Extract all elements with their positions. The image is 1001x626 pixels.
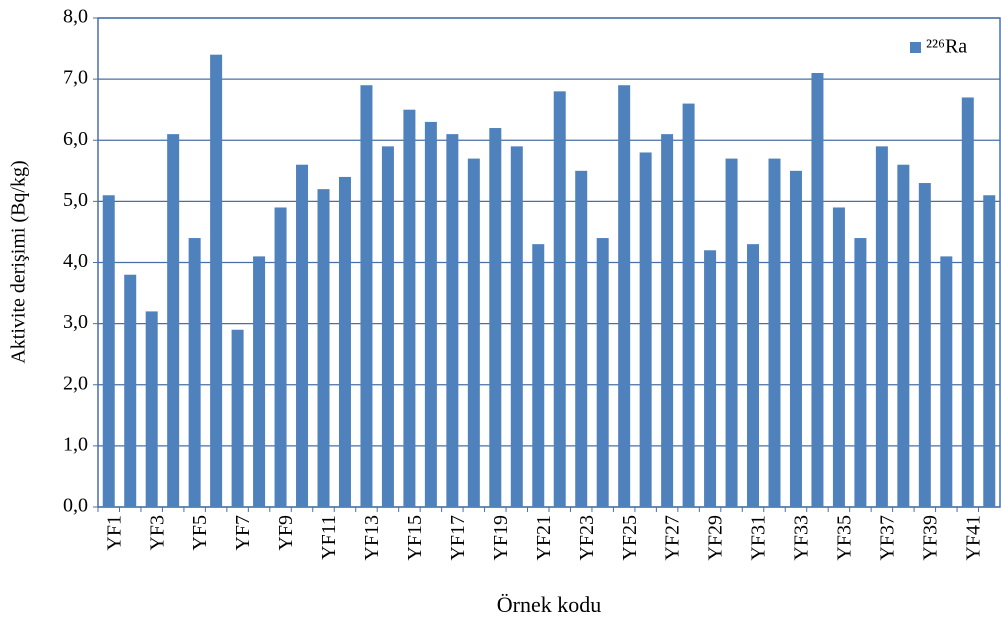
bar <box>553 91 566 507</box>
bar <box>231 329 244 507</box>
bar <box>661 134 674 507</box>
bar <box>854 238 867 508</box>
bar <box>897 164 910 507</box>
bar <box>747 244 760 507</box>
bar <box>811 73 824 507</box>
bar <box>639 152 652 507</box>
bar <box>596 238 609 508</box>
y-tick-label: 7,0 <box>63 67 88 89</box>
legend-label: ²²⁶Ra <box>926 36 967 58</box>
bar <box>124 274 137 507</box>
bar <box>875 146 888 508</box>
bar <box>575 170 588 507</box>
x-tick-label: YF7 <box>232 515 254 551</box>
bar <box>210 54 223 508</box>
x-tick-label: YF23 <box>576 515 598 561</box>
x-tick-label: YF5 <box>189 515 211 551</box>
x-tick-label: YF11 <box>318 515 340 560</box>
bar <box>274 207 287 508</box>
bar <box>317 189 330 507</box>
x-tick-label: YF39 <box>919 515 941 561</box>
x-tick-label: YF29 <box>705 515 727 561</box>
x-tick-label: YF35 <box>834 515 856 561</box>
bar <box>424 121 437 507</box>
y-tick-label: 0,0 <box>63 495 88 517</box>
x-tick-label: YF17 <box>447 515 469 561</box>
bar <box>338 176 351 508</box>
x-tick-label: YF41 <box>962 515 984 561</box>
bar <box>102 195 115 507</box>
bar <box>940 256 953 507</box>
y-tick-label: 3,0 <box>63 311 88 333</box>
bar <box>489 128 502 507</box>
bar <box>510 146 523 508</box>
x-tick-label: YF1 <box>103 515 125 551</box>
x-tick-label: YF25 <box>619 515 641 561</box>
x-tick-label: YF37 <box>876 515 898 561</box>
bar <box>682 103 695 507</box>
y-tick-label: 6,0 <box>63 128 88 150</box>
y-tick-label: 8,0 <box>63 6 88 28</box>
x-tick-label: YF31 <box>748 515 770 561</box>
bar <box>832 207 845 508</box>
bar <box>167 134 180 507</box>
x-tick-label: YF13 <box>361 515 383 561</box>
bar <box>725 158 738 507</box>
y-tick-label: 5,0 <box>63 189 88 211</box>
bar <box>446 134 459 507</box>
y-tick-label: 2,0 <box>63 372 88 394</box>
x-tick-label: YF9 <box>275 515 297 551</box>
bar <box>789 170 802 507</box>
x-tick-label: YF21 <box>533 515 555 561</box>
bar <box>768 158 781 507</box>
x-axis-title: Örnek kodu <box>497 592 601 617</box>
bar <box>918 183 931 507</box>
bar <box>145 311 158 507</box>
y-axis-title: Aktivite derişimi (Bq/kg) <box>8 160 30 363</box>
bar <box>532 244 545 507</box>
bar <box>467 158 480 507</box>
x-tick-label: YF33 <box>791 515 813 561</box>
bar <box>360 85 373 508</box>
bar <box>253 256 266 507</box>
bar <box>403 109 416 507</box>
bar <box>704 250 717 507</box>
x-tick-label: YF19 <box>490 515 512 561</box>
bar <box>983 195 996 507</box>
bar <box>618 85 631 508</box>
bar <box>381 146 394 508</box>
bar <box>296 164 309 507</box>
y-tick-label: 4,0 <box>63 250 88 272</box>
x-tick-label: YF15 <box>404 515 426 561</box>
x-tick-label: YF3 <box>146 515 168 551</box>
legend-swatch <box>910 42 921 53</box>
bar <box>188 238 201 508</box>
y-tick-label: 1,0 <box>63 433 88 455</box>
x-tick-label: YF27 <box>662 515 684 561</box>
bar <box>961 97 974 508</box>
